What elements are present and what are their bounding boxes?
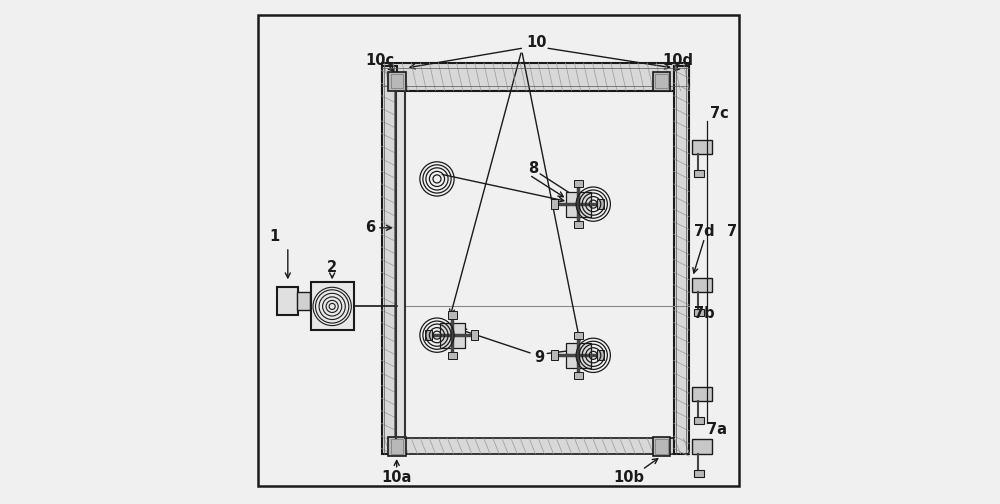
Text: 2: 2: [327, 260, 337, 275]
Bar: [311, 282, 354, 330]
Text: 10c: 10c: [365, 53, 395, 68]
Bar: [448, 311, 457, 319]
Bar: [694, 309, 704, 316]
Bar: [692, 387, 712, 401]
Text: 10a: 10a: [381, 470, 412, 485]
Bar: [471, 330, 478, 340]
Text: 7b: 7b: [694, 306, 715, 321]
Bar: [396, 91, 689, 438]
Text: 8: 8: [528, 161, 538, 176]
Bar: [551, 199, 558, 209]
Bar: [692, 278, 712, 292]
Bar: [551, 350, 558, 360]
Bar: [388, 72, 406, 91]
Bar: [574, 332, 583, 339]
Text: 10: 10: [526, 35, 547, 50]
Bar: [277, 287, 298, 315]
Bar: [597, 350, 604, 360]
Bar: [566, 192, 591, 217]
Bar: [694, 470, 704, 477]
Text: 10b: 10b: [613, 470, 644, 485]
Bar: [297, 292, 310, 310]
Text: 7d: 7d: [694, 224, 715, 239]
Bar: [694, 417, 704, 424]
Bar: [425, 330, 432, 340]
Bar: [574, 372, 583, 379]
Bar: [694, 170, 704, 177]
Bar: [674, 66, 689, 454]
Bar: [448, 352, 457, 359]
Bar: [440, 323, 465, 348]
Text: 7: 7: [727, 224, 737, 239]
Bar: [396, 91, 405, 438]
Bar: [391, 439, 403, 454]
Text: 7a: 7a: [707, 422, 727, 437]
Bar: [574, 180, 583, 187]
Bar: [574, 221, 583, 228]
Text: 10d: 10d: [662, 53, 693, 68]
Bar: [653, 72, 670, 91]
Text: 1: 1: [269, 229, 279, 244]
Bar: [692, 140, 712, 154]
Bar: [597, 199, 604, 209]
Bar: [655, 74, 668, 88]
Bar: [692, 439, 712, 454]
Text: 9: 9: [534, 350, 544, 365]
Text: 7c: 7c: [710, 106, 729, 121]
Bar: [388, 437, 406, 456]
Bar: [382, 438, 689, 454]
Text: 6: 6: [365, 220, 375, 235]
Bar: [382, 66, 397, 454]
Bar: [653, 437, 670, 456]
Bar: [382, 63, 689, 91]
Bar: [655, 439, 668, 454]
Bar: [566, 343, 591, 368]
Bar: [391, 74, 403, 88]
